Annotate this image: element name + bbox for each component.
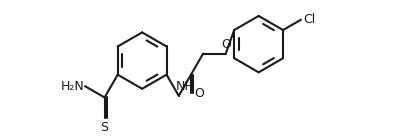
- Text: H₂N: H₂N: [60, 80, 84, 93]
- Text: S: S: [101, 121, 109, 134]
- Text: Cl: Cl: [303, 13, 315, 26]
- Text: NH: NH: [176, 80, 194, 93]
- Text: O: O: [195, 87, 204, 100]
- Text: O: O: [221, 38, 231, 51]
